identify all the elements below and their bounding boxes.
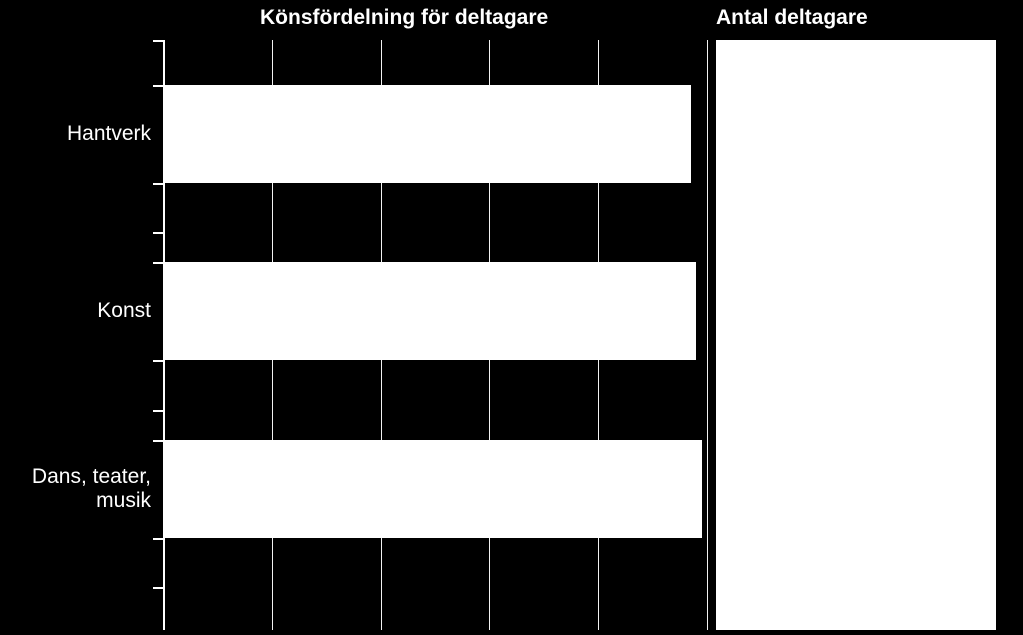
chart-band: [163, 440, 707, 538]
gridline: [707, 40, 708, 630]
category-label: Hantverk: [0, 122, 151, 146]
bar-segment: [702, 440, 707, 538]
category-label: Dans, teater, musik: [0, 465, 151, 513]
tick-mark: [153, 85, 163, 87]
stage: Könsfördelning för deltagare Antal delta…: [0, 0, 1023, 635]
bar-segment: [691, 85, 707, 183]
right-panel: [716, 40, 996, 630]
tick-mark: [153, 183, 163, 185]
right-panel-title: Antal deltagare: [716, 6, 868, 30]
tick-mark: [153, 440, 163, 442]
tick-mark: [153, 40, 163, 42]
left-chart-title: Könsfördelning för deltagare: [260, 6, 548, 30]
chart-band: [163, 262, 707, 360]
bar-segment: [163, 440, 702, 538]
bar-segment: [163, 85, 691, 183]
tick-mark: [153, 360, 163, 362]
bar-segment: [163, 262, 696, 360]
bar-segment: [696, 262, 707, 360]
chart-band: [163, 85, 707, 183]
tick-mark: [153, 262, 163, 264]
category-label: Konst: [0, 299, 151, 323]
left-chart-plot: [163, 40, 707, 630]
tick-mark: [153, 538, 163, 540]
tick-mark: [153, 587, 163, 589]
tick-mark: [153, 232, 163, 234]
tick-mark: [153, 410, 163, 412]
